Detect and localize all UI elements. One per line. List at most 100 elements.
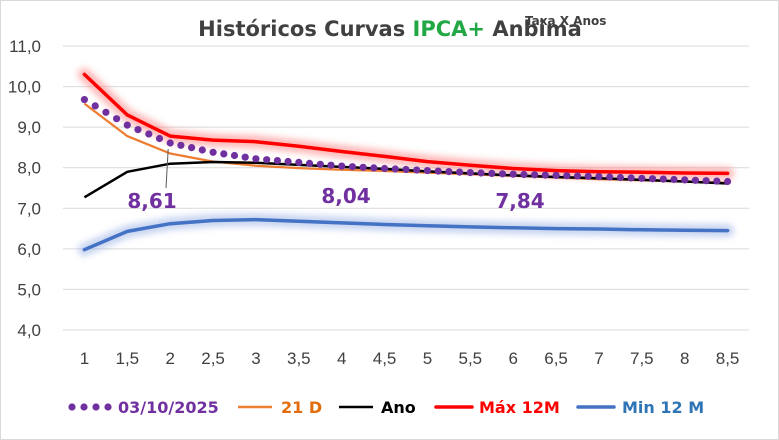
x-tick-label: 2	[165, 349, 174, 368]
series-dot	[145, 130, 153, 138]
x-axis-ticks: 1 1,5 2 2,5 3 3,5 4 4,5 5 5,5 6 6,5 7 7,5 8 8,5	[80, 349, 740, 368]
series-dot	[456, 168, 464, 176]
series-dot	[284, 157, 292, 166]
series-dot	[413, 166, 421, 174]
chart-title-highlight: IPCA+	[413, 17, 485, 41]
series-dot	[509, 170, 517, 178]
y-tick-label: 9,0	[17, 118, 41, 137]
y-tick-label: 7,0	[17, 199, 41, 218]
series-dot	[198, 146, 206, 154]
series-dot	[102, 108, 110, 116]
series-line	[82, 217, 730, 252]
series-dot	[423, 167, 431, 175]
x-tick-label: 1	[80, 349, 89, 368]
y-tick-label: 11,0	[9, 37, 41, 56]
legend-swatch	[104, 403, 112, 411]
series-dot	[402, 165, 410, 174]
series-dot	[252, 155, 260, 163]
legend-item: Min 12 M	[573, 398, 704, 417]
legend-label: 03/10/2025	[118, 398, 219, 417]
series-dot	[498, 170, 507, 178]
series-dot	[155, 134, 164, 143]
series-dot	[445, 168, 453, 176]
series-dot	[123, 121, 131, 129]
y-tick-label: 4,0	[17, 321, 41, 340]
chart-title: Históricos Curvas IPCA+ Anbima	[198, 17, 582, 41]
series-dot	[188, 144, 196, 152]
series-dot	[220, 150, 228, 158]
series-dot	[648, 175, 657, 183]
annotation-label: 8,04	[321, 184, 370, 208]
series-dot	[359, 163, 367, 171]
series-min-12-m	[77, 213, 735, 257]
series-dot	[273, 157, 281, 165]
legend-swatch	[68, 403, 76, 411]
chart-title-end: Anbima	[485, 17, 582, 41]
series-dot	[713, 177, 721, 185]
x-tick-label: 1,5	[115, 349, 139, 368]
series-dot	[573, 172, 582, 180]
series-dot	[638, 174, 646, 182]
x-tick-label: 2,5	[201, 349, 225, 368]
series-dot	[466, 169, 474, 177]
grid-lines	[63, 45, 749, 331]
series-03-10-2025	[80, 96, 732, 186]
series-dot	[177, 141, 185, 149]
series-dot	[241, 153, 249, 161]
series-dot	[477, 169, 485, 177]
legend-swatch	[92, 403, 100, 411]
series-layer	[77, 67, 735, 257]
annotation-label: 7,84	[495, 189, 544, 213]
y-tick-label: 6,0	[17, 240, 41, 259]
legend-item: Ano	[339, 398, 416, 417]
series-dot	[531, 171, 539, 179]
y-tick-label: 5,0	[17, 280, 41, 299]
y-axis-ticks: 4,0 5,0 6,0 7,0 8,0 9,0 10,0 11,0	[8, 37, 41, 340]
legend-item: Máx 12M	[431, 398, 560, 417]
legend-label: Máx 12M	[479, 398, 560, 417]
legend-swatch	[80, 403, 88, 411]
x-tick-label: 4,5	[373, 349, 397, 368]
x-tick-label: 6	[508, 349, 517, 368]
series-dot	[595, 173, 603, 181]
x-tick-label: 8	[680, 349, 689, 368]
series-dot	[91, 102, 99, 110]
series-dot	[295, 158, 303, 166]
series-dot	[488, 169, 496, 177]
legend: 03/10/2025 21 D Ano Máx 12M Min 12 M	[68, 398, 704, 417]
series-dot	[670, 175, 678, 184]
series-dot	[541, 171, 549, 179]
series-dot	[327, 161, 335, 169]
series-dot	[80, 96, 88, 104]
legend-label: 21 D	[281, 398, 322, 417]
y-tick-label: 10,0	[8, 78, 41, 97]
x-tick-label: 8,5	[716, 349, 740, 368]
x-tick-label: 3,5	[287, 349, 311, 368]
series-dot	[681, 176, 689, 184]
y-tick-label: 8,0	[17, 159, 41, 178]
legend-label: Ano	[381, 398, 416, 417]
series-dot	[391, 165, 399, 173]
legend-label: Min 12 M	[622, 398, 704, 417]
series-dot	[552, 171, 560, 179]
x-tick-label: 6,5	[544, 349, 568, 368]
series-dot	[691, 176, 700, 184]
series-dot	[723, 177, 732, 186]
series-dot	[305, 159, 314, 167]
annotation-layer: 8,61 8,04 7,84	[127, 148, 545, 213]
series-dot	[606, 173, 614, 181]
x-tick-label: 3	[251, 349, 260, 368]
series-dot	[702, 177, 710, 185]
series-m-x-12m	[77, 67, 735, 180]
annotation-leader	[165, 148, 169, 189]
series-dot	[381, 164, 389, 173]
series-dot	[338, 162, 346, 170]
series-dot	[113, 115, 121, 123]
x-tick-label: 7,5	[630, 349, 654, 368]
series-dot	[134, 126, 142, 134]
x-tick-label: 5	[423, 349, 432, 368]
series-dot	[209, 148, 217, 156]
series-dot	[263, 156, 271, 164]
legend-item: 21 D	[238, 398, 322, 417]
